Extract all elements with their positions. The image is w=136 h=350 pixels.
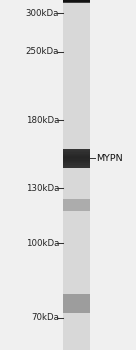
Bar bbox=[63, 0, 90, 350]
Bar bbox=[63, 152, 90, 158]
Bar bbox=[63, 294, 90, 313]
Text: 300kDa: 300kDa bbox=[26, 9, 59, 18]
Text: 100kDa: 100kDa bbox=[26, 239, 59, 248]
Text: 250kDa: 250kDa bbox=[26, 47, 59, 56]
Text: 180kDa: 180kDa bbox=[26, 116, 59, 125]
Text: MYPN: MYPN bbox=[97, 154, 123, 163]
Bar bbox=[63, 149, 90, 168]
Bar bbox=[63, 161, 90, 168]
Bar bbox=[63, 163, 90, 169]
Bar bbox=[63, 156, 90, 162]
Bar bbox=[63, 160, 90, 166]
Bar bbox=[63, 151, 90, 157]
Bar bbox=[63, 154, 90, 159]
Bar bbox=[63, 199, 90, 211]
Text: 130kDa: 130kDa bbox=[26, 184, 59, 193]
Bar bbox=[63, 150, 90, 155]
Text: 70kDa: 70kDa bbox=[31, 313, 59, 322]
Bar bbox=[63, 155, 90, 161]
Bar bbox=[63, 159, 90, 165]
Bar bbox=[63, 158, 90, 163]
Bar bbox=[63, 148, 90, 154]
